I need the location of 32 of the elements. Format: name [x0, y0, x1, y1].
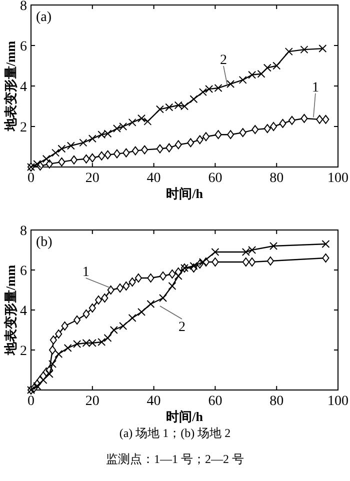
annotation: 2: [178, 320, 186, 335]
x-tick-label: 20: [85, 171, 100, 186]
x-tick-label: 40: [146, 171, 161, 186]
text: (a) 场地 1；(b) 场地 2: [119, 426, 231, 440]
x-axis-title: 时间/h: [166, 409, 204, 424]
y-tick-label: 6: [20, 40, 27, 54]
y-tick-label: 2: [20, 120, 27, 136]
y-tick-label: 4: [20, 304, 27, 319]
y-tick-label: 6: [20, 264, 27, 279]
x-tick-label: 0: [28, 394, 34, 409]
x-tick-label: 60: [208, 171, 222, 186]
y-tick-label: 8: [20, 224, 27, 239]
x-tick-label: 80: [270, 394, 284, 409]
y-axis-title: 地表变形量/mm: [3, 264, 18, 356]
y-tick-label: 8: [20, 0, 27, 14]
chart-title: (a): [36, 10, 52, 25]
x-tick-label: 80: [270, 171, 284, 186]
x-tick-label: 20: [85, 394, 100, 409]
y-axis-title: 地表变形量/mm: [3, 40, 18, 132]
y-tick-label: 4: [20, 80, 27, 95]
x-axis-title: 时间/h: [166, 186, 204, 201]
annotation: 1: [312, 80, 319, 96]
x-tick-label: 100: [328, 171, 348, 186]
text: 监测点：1—1 号；2—2 号: [106, 452, 244, 466]
x-tick-label: 100: [328, 394, 348, 409]
x-tick-label: 0: [28, 171, 34, 186]
annotation: 2: [220, 53, 227, 68]
x-tick-label: 60: [208, 394, 222, 409]
y-tick-label: 2: [20, 344, 27, 359]
x-tick-label: 40: [146, 394, 161, 409]
chart-title: (b): [36, 235, 53, 250]
annotation: 1: [82, 265, 90, 280]
